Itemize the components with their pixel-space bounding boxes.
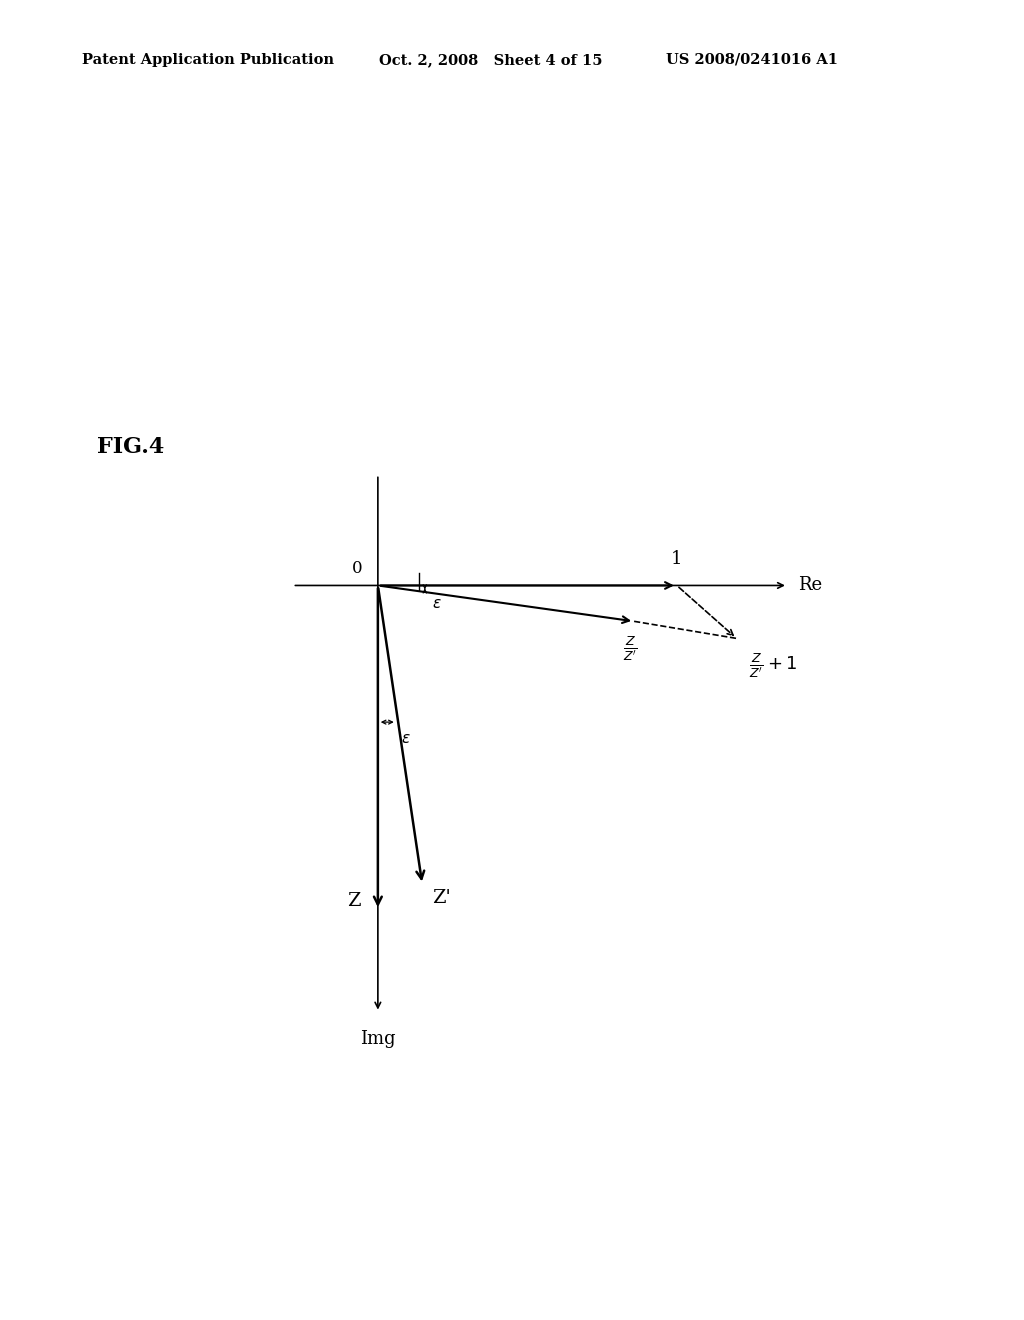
Text: Z: Z <box>347 892 360 911</box>
Text: Oct. 2, 2008   Sheet 4 of 15: Oct. 2, 2008 Sheet 4 of 15 <box>379 53 602 67</box>
Text: Re: Re <box>798 577 822 594</box>
Text: Z': Z' <box>432 888 452 907</box>
Text: FIG.4: FIG.4 <box>97 436 165 458</box>
Text: $\frac{Z}{Z'}$: $\frac{Z}{Z'}$ <box>623 634 637 663</box>
Text: $\varepsilon$: $\varepsilon$ <box>401 733 411 746</box>
Text: 0: 0 <box>352 560 362 577</box>
Text: Patent Application Publication: Patent Application Publication <box>82 53 334 67</box>
Text: Img: Img <box>360 1030 395 1048</box>
Text: $\varepsilon$: $\varepsilon$ <box>432 597 441 611</box>
Text: US 2008/0241016 A1: US 2008/0241016 A1 <box>666 53 838 67</box>
Text: $\frac{Z}{Z'}+1$: $\frac{Z}{Z'}+1$ <box>750 651 798 680</box>
Text: 1: 1 <box>671 550 683 569</box>
